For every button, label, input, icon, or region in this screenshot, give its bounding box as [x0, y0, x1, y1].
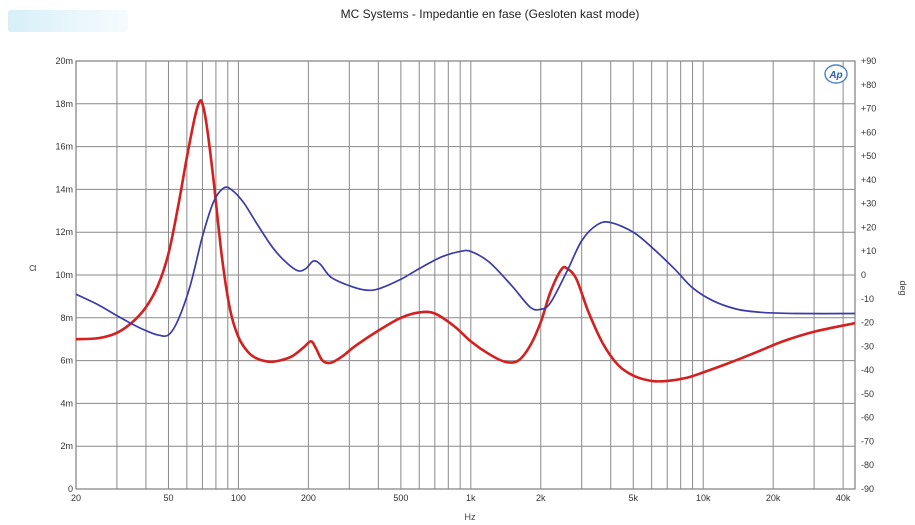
y-right-tick-label: -80	[861, 460, 874, 470]
y-left-tick-label: 4m	[60, 398, 73, 408]
y-right-tick-label: -40	[861, 365, 874, 375]
y-right-tick-label: -70	[861, 436, 874, 446]
y-right-tick-label: +60	[861, 127, 876, 137]
y-right-tick-label: +40	[861, 175, 876, 185]
y-right-tick-label: -90	[861, 484, 874, 494]
y-right-tick-label: +30	[861, 199, 876, 209]
x-axis-label: Hz	[465, 512, 476, 522]
y-left-tick-label: 6m	[60, 356, 73, 366]
svg-text:Ap: Ap	[828, 70, 842, 81]
y-left-tick-label: 18m	[55, 99, 73, 109]
y-left-tick-label: 12m	[55, 227, 73, 237]
y-right-tick-label: 0	[861, 270, 866, 280]
series-layer	[75, 99, 856, 383]
y-left-tick-label: 14m	[55, 184, 73, 194]
grid-lines	[76, 61, 855, 489]
y-right-tick-label: +10	[861, 246, 876, 256]
x-tick-label: 500	[393, 493, 408, 503]
y-right-axis-label: deg	[898, 280, 908, 295]
x-tick-label: 1k	[466, 493, 476, 503]
y-left-axis-label: Ω	[28, 264, 38, 271]
x-tick-label: 10k	[696, 493, 711, 503]
y-left-tick-label: 2m	[60, 441, 73, 451]
x-tick-label: 20	[71, 493, 81, 503]
y-left-tick-label: 20m	[55, 56, 73, 66]
x-tick-label: 100	[231, 493, 246, 503]
y-right-tick-label: -30	[861, 341, 874, 351]
red-series-line	[75, 99, 856, 383]
blue-series-line	[75, 186, 856, 338]
y-right-tick-label: -60	[861, 413, 874, 423]
x-tick-label: 2k	[536, 493, 546, 503]
y-right-tick-label: -20	[861, 318, 874, 328]
y-right-tick-label: +20	[861, 222, 876, 232]
y-right-tick-label: -10	[861, 294, 874, 304]
y-left-tick-label: 0	[68, 484, 73, 494]
x-tick-label: 50	[163, 493, 173, 503]
y-right-tick-label: +90	[861, 56, 876, 66]
y-right-tick-label: +50	[861, 151, 876, 161]
ap-logo-icon: Ap	[824, 64, 848, 84]
chart-title: MC Systems - Impedantie en fase (Geslote…	[341, 7, 640, 21]
x-tick-label: 200	[301, 493, 316, 503]
tick-labels: 20 50 100 200 500 1k 2k 5k 10k 20k 40k 0 2m 4m 6m 8m 10m…	[55, 56, 876, 503]
x-tick-label: 40k	[836, 493, 851, 503]
y-left-tick-label: 16m	[55, 142, 73, 152]
y-right-tick-label: -50	[861, 389, 874, 399]
y-left-tick-label: 10m	[55, 270, 73, 280]
watermark-logo	[8, 10, 128, 32]
y-left-tick-label: 8m	[60, 313, 73, 323]
y-right-tick-label: +70	[861, 104, 876, 114]
x-tick-label: 5k	[628, 493, 638, 503]
x-tick-label: 20k	[766, 493, 781, 503]
y-right-tick-label: +80	[861, 80, 876, 90]
